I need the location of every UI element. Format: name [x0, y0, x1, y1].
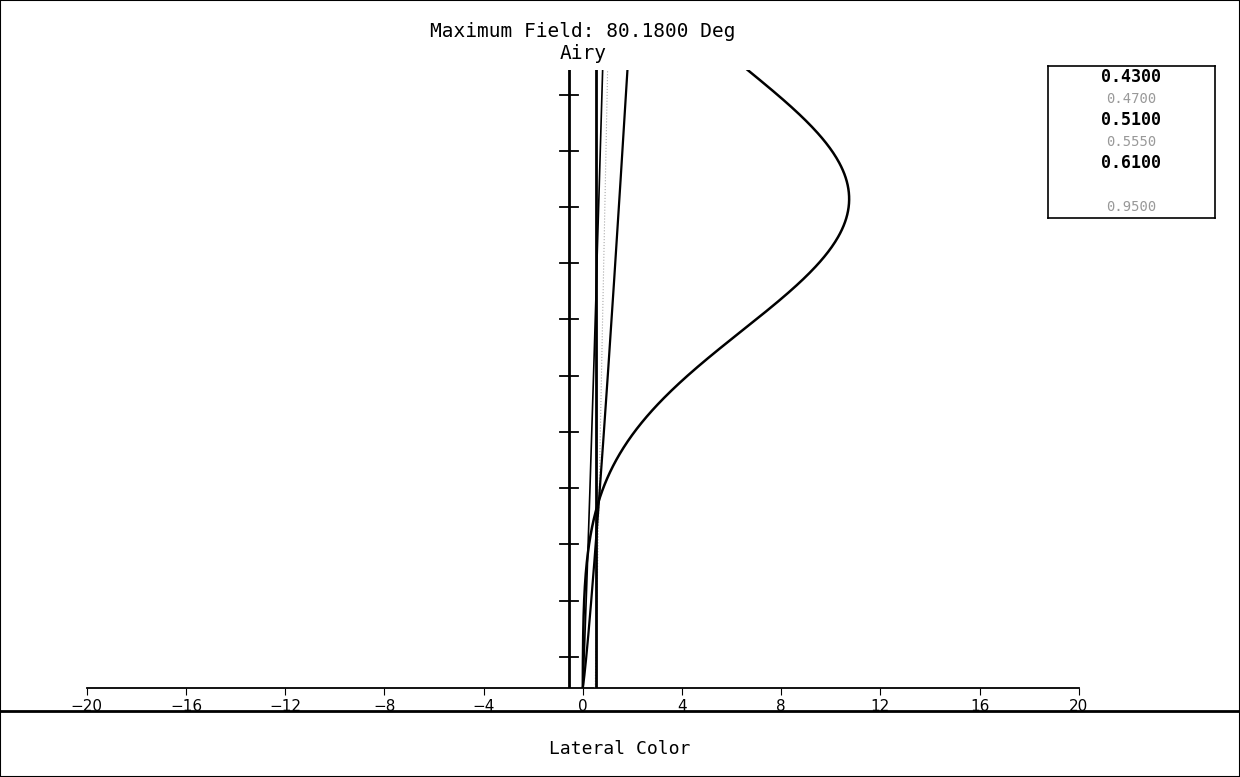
Text: 0.4700: 0.4700 [1106, 92, 1157, 106]
X-axis label: μm: μm [573, 720, 593, 738]
Text: Lateral Color: Lateral Color [549, 740, 691, 758]
Title: Maximum Field: 80.1800 Deg
Airy: Maximum Field: 80.1800 Deg Airy [430, 22, 735, 63]
Text: 0.5100: 0.5100 [1101, 111, 1162, 129]
Text: 0.9500: 0.9500 [1106, 200, 1157, 214]
Text: 0.4300: 0.4300 [1101, 68, 1162, 86]
Text: 0.6100: 0.6100 [1101, 155, 1162, 172]
Text: 0.5550: 0.5550 [1106, 134, 1157, 149]
